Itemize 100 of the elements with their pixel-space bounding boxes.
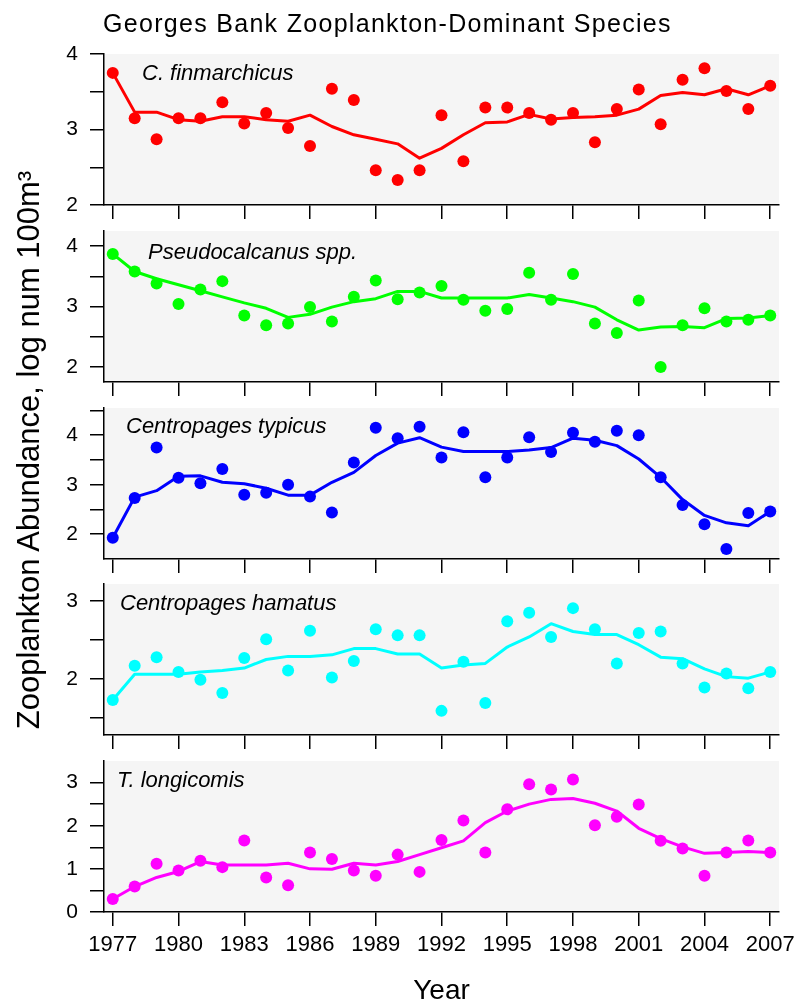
point bbox=[742, 506, 755, 519]
point bbox=[238, 309, 251, 322]
point bbox=[260, 871, 273, 884]
point bbox=[654, 360, 667, 373]
point bbox=[150, 441, 163, 454]
y-tick-label: 4 bbox=[66, 422, 79, 446]
x-tick-label: 1989 bbox=[351, 931, 401, 957]
point bbox=[347, 94, 360, 107]
point bbox=[282, 879, 295, 892]
point bbox=[238, 117, 251, 130]
point bbox=[632, 429, 645, 442]
y-tick-label: 4 bbox=[66, 40, 79, 64]
point bbox=[369, 623, 382, 636]
point bbox=[632, 627, 645, 640]
point bbox=[413, 164, 426, 177]
y-tick-label: 2 bbox=[66, 812, 78, 836]
point bbox=[698, 62, 711, 75]
point bbox=[435, 451, 448, 464]
annotation: Pseudocalcanus spp. bbox=[148, 239, 358, 265]
point bbox=[369, 869, 382, 882]
point bbox=[610, 424, 623, 437]
point bbox=[128, 112, 141, 125]
point bbox=[632, 798, 645, 811]
point bbox=[238, 834, 251, 847]
point bbox=[457, 814, 470, 827]
point bbox=[282, 317, 295, 330]
point bbox=[238, 651, 251, 664]
point bbox=[347, 456, 360, 469]
point bbox=[523, 778, 536, 791]
x-tick-label: 1992 bbox=[417, 931, 466, 957]
point bbox=[479, 471, 492, 484]
point bbox=[325, 82, 338, 95]
point bbox=[238, 488, 251, 501]
point bbox=[216, 275, 229, 288]
point bbox=[479, 304, 492, 317]
point bbox=[325, 506, 338, 519]
point bbox=[654, 118, 667, 131]
point bbox=[698, 302, 711, 315]
y-tick-label: 3 bbox=[66, 769, 78, 793]
point bbox=[304, 624, 317, 637]
point bbox=[742, 682, 755, 695]
x-tick-label: 1995 bbox=[482, 931, 532, 957]
point bbox=[566, 267, 579, 280]
point bbox=[435, 833, 448, 846]
y-tick-label: 3 bbox=[66, 587, 78, 611]
point bbox=[391, 848, 404, 861]
point bbox=[172, 298, 185, 311]
point bbox=[413, 629, 426, 642]
point bbox=[369, 164, 382, 177]
point bbox=[720, 543, 733, 556]
x-axis-title: Year bbox=[413, 973, 470, 1005]
point bbox=[325, 852, 338, 865]
point bbox=[479, 697, 492, 710]
y-tick-label: 1 bbox=[66, 855, 78, 879]
point bbox=[282, 121, 295, 134]
point bbox=[566, 602, 579, 615]
point bbox=[216, 96, 229, 109]
point bbox=[501, 101, 514, 114]
y-tick-label: 3 bbox=[66, 293, 78, 317]
point bbox=[128, 659, 141, 672]
x-tick-label: 1977 bbox=[88, 931, 138, 957]
point bbox=[523, 431, 536, 444]
x-tick-label: 2007 bbox=[745, 931, 795, 957]
point bbox=[150, 857, 163, 870]
point bbox=[588, 819, 601, 832]
y-tick-label: 2 bbox=[66, 353, 78, 377]
point bbox=[150, 651, 163, 664]
point bbox=[260, 106, 273, 119]
point bbox=[391, 629, 404, 642]
point bbox=[150, 133, 163, 146]
point bbox=[369, 421, 382, 434]
point bbox=[588, 317, 601, 330]
point bbox=[654, 625, 667, 638]
x-tick-label: 1983 bbox=[219, 931, 269, 957]
y-axis-title: Zooplankton Abundance, log num 100m³ bbox=[11, 170, 46, 730]
point bbox=[501, 451, 514, 464]
point bbox=[545, 783, 558, 796]
y-tick-label: 3 bbox=[66, 471, 78, 495]
point bbox=[479, 846, 492, 859]
point bbox=[632, 83, 645, 96]
y-tick-label: 0 bbox=[66, 898, 78, 922]
point bbox=[610, 657, 623, 670]
point bbox=[435, 109, 448, 122]
point bbox=[347, 864, 360, 877]
annotation: C. finmarchicus bbox=[142, 60, 294, 86]
point bbox=[369, 274, 382, 287]
point bbox=[282, 478, 295, 491]
y-tick-label: 4 bbox=[66, 232, 79, 256]
point bbox=[698, 518, 711, 531]
point bbox=[260, 319, 273, 332]
point bbox=[523, 266, 536, 279]
y-tick-label: 2 bbox=[66, 521, 78, 545]
point bbox=[676, 73, 689, 86]
point bbox=[194, 477, 207, 490]
point bbox=[566, 426, 579, 439]
point bbox=[304, 846, 317, 859]
point bbox=[742, 103, 755, 116]
point bbox=[413, 420, 426, 433]
point bbox=[501, 302, 514, 315]
point bbox=[304, 301, 317, 314]
